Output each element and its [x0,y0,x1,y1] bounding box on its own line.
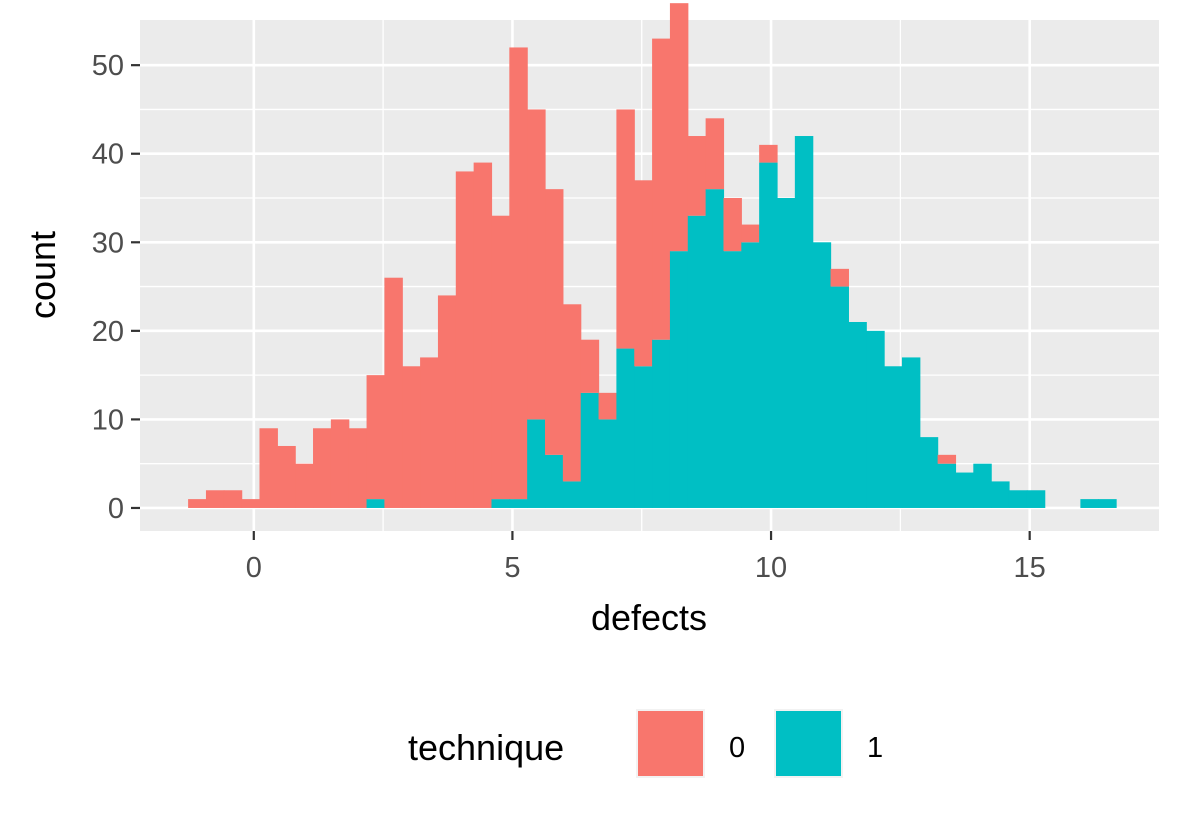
histogram-bars [188,3,1117,508]
bar-technique-1 [848,321,867,508]
bar-technique-0 [241,499,261,508]
bar-technique-1 [1008,490,1028,508]
bar-technique-0 [634,180,653,367]
bar-technique-0 [491,215,510,500]
y-axis-title: count [22,231,63,319]
bar-technique-1 [759,162,778,508]
y-tick-label: 40 [92,139,124,171]
bar-technique-0 [348,428,368,508]
bar-technique-1 [598,419,617,508]
bar-technique-0 [669,3,689,252]
bar-technique-1 [866,330,885,508]
bar-technique-0 [223,490,243,508]
bar-technique-0 [545,189,564,455]
bar-technique-0 [295,463,314,508]
bar-technique-1 [812,242,832,508]
bar-technique-1 [830,286,849,508]
bar-technique-1 [723,251,742,508]
bar-technique-0 [259,428,278,508]
bar-technique-1 [955,472,974,508]
bar-technique-1 [652,339,671,508]
legend: technique 0 1 [408,709,883,778]
bar-technique-0 [188,499,207,508]
bar-technique-0 [402,366,421,508]
bar-technique-1 [669,251,689,508]
x-axis-title: defects [591,597,707,638]
bar-technique-1 [527,419,546,508]
bar-technique-0 [687,136,707,216]
bar-technique-0 [741,224,760,243]
bar-technique-1 [741,242,760,508]
bar-technique-1 [545,454,564,508]
bar-technique-1 [705,189,725,508]
x-tick-label: 10 [755,552,787,584]
legend-title: technique [408,727,564,768]
x-tick-label: 0 [246,552,262,584]
x-tick-label: 5 [504,552,520,584]
bar-technique-1 [687,215,707,508]
bar-technique-1 [616,348,635,508]
bar-technique-0 [473,162,493,508]
y-tick-label: 30 [92,227,124,259]
bar-technique-1 [991,481,1010,508]
x-tick-label: 15 [1014,552,1046,584]
legend-swatch-0 [638,711,703,776]
bar-technique-0 [652,38,671,340]
bar-technique-0 [598,392,617,420]
bar-technique-1 [366,499,386,508]
bar-technique-1 [937,463,957,508]
axis-ticks [131,64,1031,540]
bar-technique-1 [562,481,582,508]
y-tick-label: 10 [92,404,124,436]
bar-technique-1 [1080,499,1099,508]
bar-technique-1 [973,463,992,508]
bar-technique-1 [794,136,814,508]
bar-technique-0 [527,109,546,420]
bar-technique-1 [919,437,939,508]
bar-technique-1 [580,392,600,508]
bar-technique-1 [491,499,510,508]
bar-technique-0 [509,47,528,500]
bar-technique-1 [509,499,528,508]
bar-technique-1 [1098,499,1117,508]
y-tick-label: 50 [92,50,124,82]
bar-technique-0 [384,277,403,508]
bar-technique-0 [330,419,350,508]
bar-technique-0 [205,490,225,508]
legend-label-0: 0 [729,732,745,764]
bar-technique-0 [437,295,457,508]
legend-swatch-1 [776,711,841,776]
bar-technique-1 [901,357,921,508]
bar-technique-1 [777,198,796,508]
bar-technique-0 [723,198,742,252]
bar-technique-0 [759,144,778,163]
bar-technique-1 [1026,490,1046,508]
bar-technique-0 [366,375,386,500]
bar-technique-1 [634,366,653,508]
y-tick-label: 20 [92,316,124,348]
tick-labels: 0 5 10 15 0 10 20 30 40 50 [92,50,1046,584]
bar-technique-0 [313,428,332,508]
bar-technique-0 [580,339,600,393]
bar-technique-0 [277,445,296,508]
bar-technique-0 [455,171,475,508]
bar-technique-0 [705,118,725,190]
bar-technique-0 [830,268,849,287]
bar-technique-1 [884,366,903,508]
bar-technique-0 [616,109,635,349]
bar-technique-0 [937,454,957,464]
bar-technique-0 [562,304,582,482]
y-tick-label: 0 [108,493,124,525]
legend-label-1: 1 [867,732,883,764]
bar-technique-0 [420,357,439,508]
